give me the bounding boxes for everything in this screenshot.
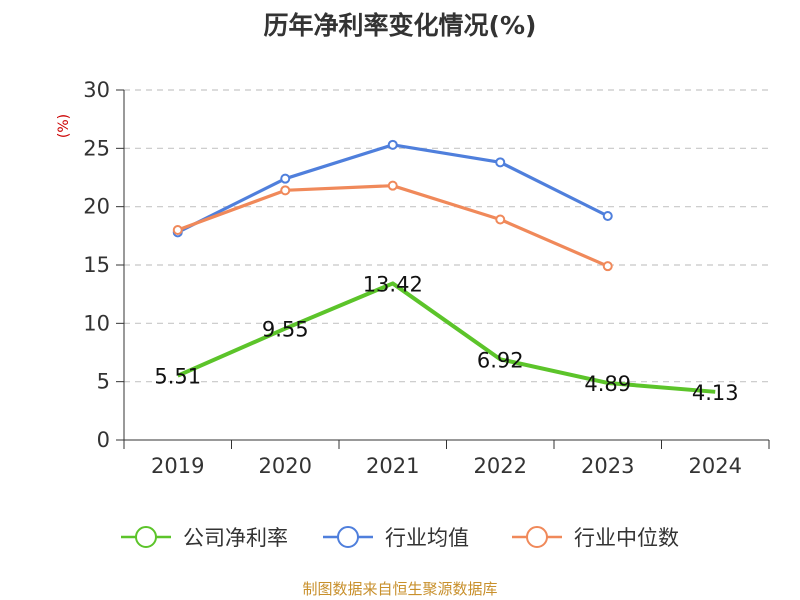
- axes: 0 5 10 15 20 25 30 2019 2020 2021 2022 2023 2024: [83, 78, 770, 478]
- y-tick-label: 10: [83, 311, 110, 335]
- legend-label: 公司净利率: [183, 526, 288, 550]
- x-tick-label: 2021: [366, 454, 419, 478]
- legend-item[interactable]: 行业中位数: [512, 526, 679, 550]
- legend-marker: [135, 526, 157, 548]
- y-axis-label: (%): [56, 114, 72, 138]
- data-label: 4.89: [584, 372, 631, 396]
- data-point: [387, 139, 398, 150]
- series-0: [176, 281, 716, 394]
- y-tick-label: 0: [97, 428, 110, 452]
- data-label: 5.51: [154, 365, 201, 389]
- data-label: 13.42: [363, 272, 423, 296]
- data-point: [387, 180, 398, 191]
- y-tick-label: 20: [83, 195, 110, 219]
- chart-title: 历年净利率变化情况(%): [263, 11, 537, 40]
- x-tick-label: 2024: [689, 454, 742, 478]
- legend-label: 行业中位数: [574, 526, 679, 550]
- legend-label: 行业均值: [385, 526, 469, 550]
- legend-item[interactable]: 行业均值: [323, 526, 469, 550]
- legend-marker: [526, 526, 548, 548]
- legend-item[interactable]: 公司净利率: [121, 526, 288, 550]
- y-tick-label: 5: [97, 370, 110, 394]
- series-lines: [172, 139, 716, 394]
- x-tick-label: 2019: [151, 454, 204, 478]
- data-point: [495, 214, 506, 225]
- data-labels: 5.51 9.55 13.42 6.92 4.89 4.13: [154, 272, 738, 404]
- x-tick-label: 2022: [474, 454, 527, 478]
- y-tick-label: 30: [83, 78, 110, 102]
- data-point: [602, 211, 613, 221]
- series-line: [176, 281, 716, 394]
- data-label: 4.13: [692, 381, 739, 405]
- legend-marker: [337, 526, 359, 548]
- data-label: 9.55: [262, 318, 309, 342]
- legend: 公司净利率 行业均值 行业中位数: [121, 526, 679, 550]
- data-point: [172, 225, 183, 235]
- data-label: 6.92: [477, 348, 524, 372]
- data-point: [602, 261, 613, 272]
- y-tick-label: 15: [83, 253, 110, 277]
- series-line: [177, 184, 609, 268]
- source-note: 制图数据来自恒生聚源数据库: [302, 580, 498, 598]
- series-2: [172, 180, 613, 272]
- data-point: [495, 157, 506, 168]
- y-tick-label: 25: [83, 136, 110, 160]
- x-tick-label: 2020: [259, 454, 312, 478]
- x-tick-label: 2023: [581, 454, 634, 478]
- grid-lines: [124, 89, 769, 383]
- data-point: [280, 185, 291, 196]
- data-point: [280, 173, 291, 184]
